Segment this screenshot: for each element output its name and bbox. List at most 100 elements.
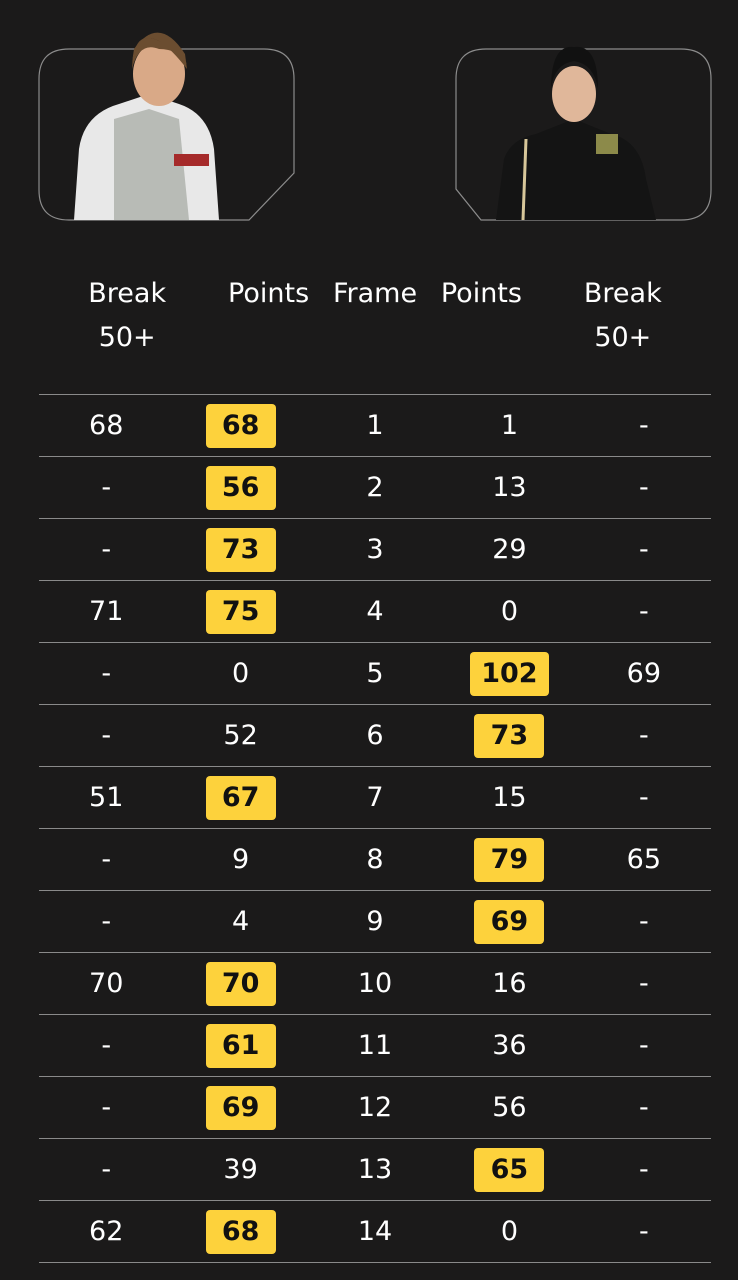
frame-number-cell: 3 [308,534,442,565]
player1-break-cell: - [39,906,173,937]
player1-points-cell: 75 [173,589,307,634]
player2-break-cell: 69 [577,658,711,689]
table-row: - 9 8 79 65 [39,828,711,890]
frame-number: 6 [366,720,384,751]
player1-break: - [101,1030,112,1061]
frame-number-cell: 10 [308,968,442,999]
player2-points: 16 [492,968,527,999]
player-right-photo [455,46,712,221]
player2-break: - [638,1154,649,1185]
frame-number: 7 [366,782,384,813]
player1-points-cell: 68 [173,403,307,448]
player2-break-cell: - [577,1030,711,1061]
frame-number: 13 [357,1154,393,1185]
player1-break-cell: - [39,844,173,875]
player2-points-cell: 36 [442,1030,576,1061]
player1-points-cell: 39 [173,1154,307,1185]
player2-points-cell: 15 [442,782,576,813]
player2-points: 13 [492,472,527,503]
player2-break: - [638,720,649,751]
player2-points-cell: 0 [442,1216,576,1247]
player2-break: 65 [626,844,661,875]
header-player2-points: Points [440,278,522,309]
player1-break: - [101,534,112,565]
player1-break-cell: - [39,658,173,689]
player1-break: 70 [89,968,124,999]
player2-points: 56 [492,1092,527,1123]
player2-points-cell: 56 [442,1092,576,1123]
player1-points-winner-badge: 56 [205,465,276,510]
header-frame: Frame [332,278,418,309]
player1-break-cell: 51 [39,782,173,813]
player1-points-winner-badge: 61 [205,1023,276,1068]
player1-break: - [101,720,112,751]
frame-number: 2 [366,472,384,503]
player1-points-winner-badge: 67 [205,775,276,820]
player1-break-cell: - [39,1030,173,1061]
player2-points-cell: 79 [442,837,576,882]
player1-break-cell: 71 [39,596,173,627]
player2-points: 0 [500,596,519,627]
table-row: 68 68 1 1 - [39,394,711,456]
player1-points: 4 [232,906,250,937]
player1-points-cell: 56 [173,465,307,510]
player-left-card [38,32,295,221]
player2-points: 1 [500,410,519,441]
player1-break-cell: - [39,472,173,503]
player1-points-winner-badge: 73 [205,527,276,572]
player2-break: 69 [626,658,661,689]
player2-points-winner-badge: 102 [470,651,549,696]
frame-number-cell: 13 [308,1154,442,1185]
player2-break: - [638,906,649,937]
player1-points-winner-badge: 68 [205,1209,276,1254]
player2-points-cell: 69 [442,899,576,944]
player1-points-cell: 0 [173,658,307,689]
player2-points: 0 [500,1216,519,1247]
player1-points: 9 [232,844,250,875]
player1-points-cell: 4 [173,906,307,937]
player2-break-cell: - [577,906,711,937]
table-row: 62 68 14 0 - [39,1200,711,1263]
player1-break: 68 [89,410,124,441]
player1-break-cell: 62 [39,1216,173,1247]
player1-break: - [101,658,112,689]
player1-points-cell: 52 [173,720,307,751]
player1-break-cell: - [39,1092,173,1123]
table-row: - 61 11 36 - [39,1014,711,1076]
player2-break-cell: - [577,1216,711,1247]
player2-points-winner-badge: 73 [474,713,545,758]
table-row: - 4 9 69 - [39,890,711,952]
player2-break-cell: - [577,1092,711,1123]
frame-number: 4 [366,596,384,627]
player1-break-cell: 68 [39,410,173,441]
player2-points-cell: 65 [442,1147,576,1192]
frame-number: 5 [366,658,384,689]
frame-number-cell: 5 [308,658,442,689]
frame-number-cell: 1 [308,410,442,441]
table-row: - 73 3 29 - [39,518,711,580]
player1-break-cell: - [39,720,173,751]
player1-points: 39 [223,1154,258,1185]
player1-points-cell: 73 [173,527,307,572]
frame-scores-table: 68 68 1 1- -56 2 13- -73 3 29-71 75 4 0- -0 5 102 69-52 6… [39,394,711,1263]
player1-break: 71 [89,596,124,627]
frame-number: 8 [366,844,384,875]
player2-points-cell: 1 [442,410,576,441]
player2-break-cell: 65 [577,844,711,875]
player2-break-cell: - [577,1154,711,1185]
player2-points-winner-badge: 65 [474,1147,545,1192]
player2-points-cell: 73 [442,713,576,758]
player1-break: - [101,472,112,503]
player2-break-cell: - [577,968,711,999]
player-right-card [455,46,712,221]
frame-number: 3 [366,534,384,565]
player2-points: 29 [492,534,527,565]
player1-points-winner-badge: 70 [205,961,276,1006]
player2-break-cell: - [577,596,711,627]
player1-break: 62 [89,1216,124,1247]
player2-break-cell: - [577,782,711,813]
header-player1-points: Points [228,278,310,309]
player1-points-cell: 9 [173,844,307,875]
player1-break: - [101,1154,112,1185]
player2-break: - [638,782,649,813]
